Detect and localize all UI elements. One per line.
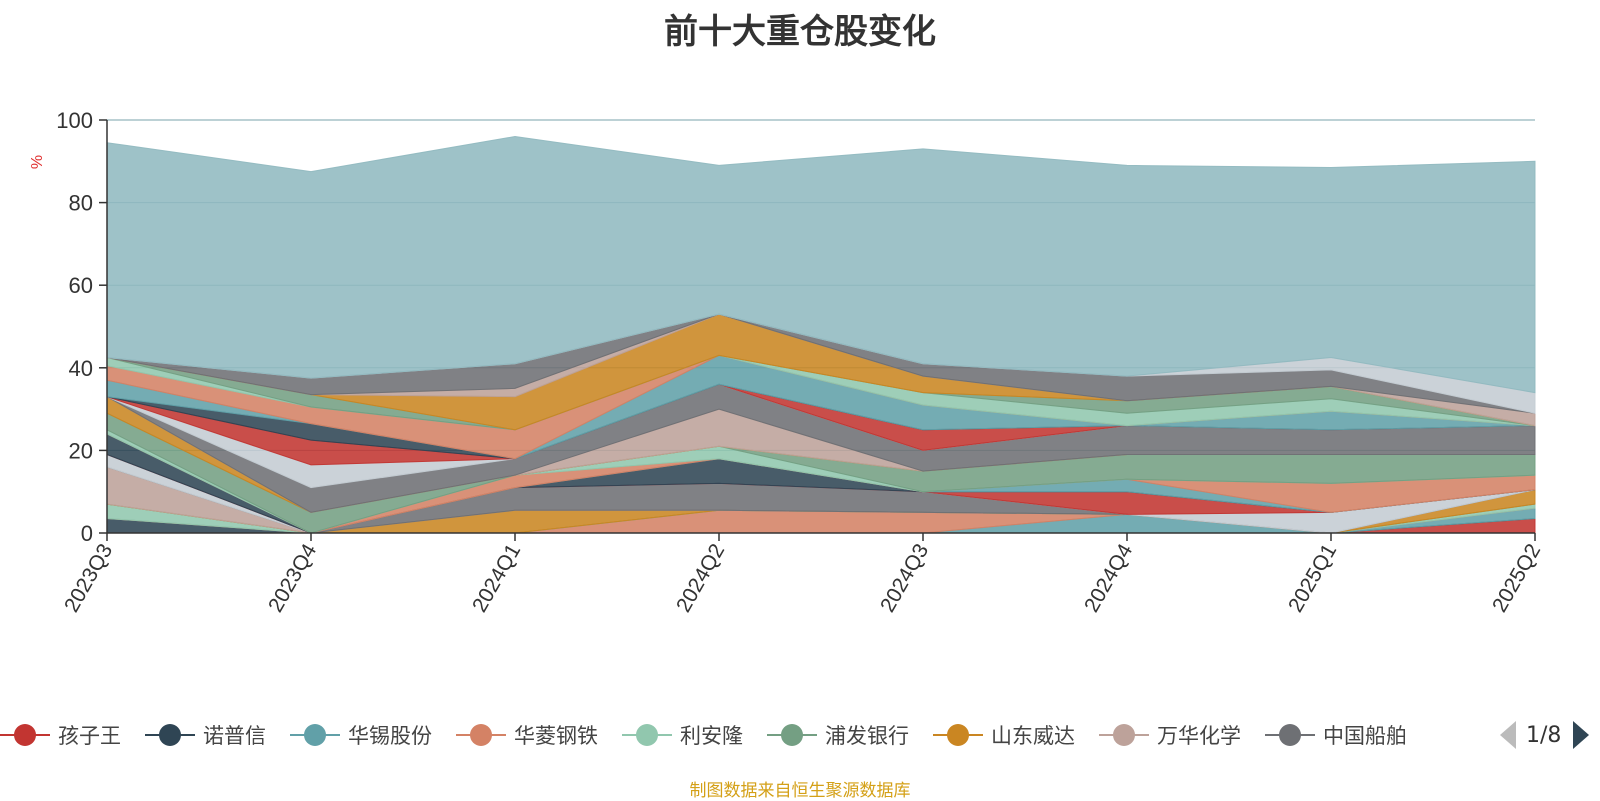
y-tick-label: 0 bbox=[81, 521, 93, 546]
y-axis-label: % bbox=[29, 155, 46, 169]
legend-item-5[interactable]: 浦发银行 bbox=[767, 718, 909, 752]
legend-marker-icon bbox=[0, 723, 50, 747]
legend-item-0[interactable]: 孩子王 bbox=[0, 718, 121, 752]
legend-label: 诺普信 bbox=[203, 724, 266, 748]
legend-marker-icon bbox=[622, 723, 672, 747]
legend-marker-icon bbox=[933, 723, 983, 747]
x-tick-label: 2024Q2 bbox=[672, 540, 729, 616]
legend-prev-icon[interactable] bbox=[1500, 721, 1516, 749]
x-tick-label: 2023Q4 bbox=[264, 540, 321, 616]
area-series-30 bbox=[106, 135, 1536, 394]
legend-item-6[interactable]: 山东威达 bbox=[933, 718, 1075, 752]
chart-title: 前十大重仓股变化 bbox=[664, 12, 936, 52]
legend-item-2[interactable]: 华锡股份 bbox=[290, 718, 432, 752]
legend-label: 华锡股份 bbox=[348, 724, 432, 748]
legend-marker-icon bbox=[767, 723, 817, 747]
legend-item-7[interactable]: 万华化学 bbox=[1099, 718, 1241, 752]
y-tick-label: 20 bbox=[69, 438, 93, 463]
legend-page-indicator: 1/8 bbox=[1526, 722, 1562, 748]
legend-item-8[interactable]: 中国船舶 bbox=[1265, 718, 1407, 752]
legend-label: 浦发银行 bbox=[825, 724, 909, 748]
legend-item-3[interactable]: 华菱钢铁 bbox=[456, 718, 598, 752]
legend-next-icon[interactable] bbox=[1573, 721, 1590, 749]
legend-label: 华菱钢铁 bbox=[514, 724, 598, 748]
y-tick-label: 80 bbox=[69, 191, 93, 216]
x-tick-label: 2024Q1 bbox=[468, 540, 525, 616]
legend-marker-icon bbox=[145, 723, 195, 747]
legend-marker-icon bbox=[1265, 723, 1315, 747]
x-tick-label: 2024Q4 bbox=[1080, 540, 1137, 616]
legend-label: 万华化学 bbox=[1157, 724, 1241, 748]
legend-label: 山东威达 bbox=[991, 724, 1075, 748]
legend-label: 利安隆 bbox=[680, 724, 743, 748]
legend-item-4[interactable]: 利安隆 bbox=[622, 718, 743, 752]
x-tick-label: 2023Q3 bbox=[60, 540, 117, 616]
data-source-note: 制图数据来自恒生聚源数据库 bbox=[689, 781, 911, 801]
x-tick-label: 2024Q3 bbox=[876, 540, 933, 616]
legend-marker-icon bbox=[1099, 723, 1149, 747]
legend: 孩子王 诺普信 华锡股份 华菱钢铁 利安隆 浦发银行 山东威达 万华化学 中国船舶 bbox=[0, 718, 1480, 752]
legend-label: 中国船舶 bbox=[1323, 724, 1407, 748]
legend-marker-icon bbox=[290, 723, 340, 747]
y-tick-label: 60 bbox=[69, 273, 93, 298]
y-tick-label: 100 bbox=[56, 108, 93, 133]
x-tick-label: 2025Q1 bbox=[1284, 540, 1341, 616]
legend-item-1[interactable]: 诺普信 bbox=[145, 718, 266, 752]
x-tick-label: 2025Q2 bbox=[1488, 540, 1545, 616]
legend-label: 孩子王 bbox=[58, 724, 121, 748]
legend-pager: 1/8 bbox=[1500, 718, 1590, 752]
legend-marker-icon bbox=[456, 723, 506, 747]
stacked-areas bbox=[106, 135, 1536, 534]
y-tick-label: 40 bbox=[69, 356, 93, 381]
